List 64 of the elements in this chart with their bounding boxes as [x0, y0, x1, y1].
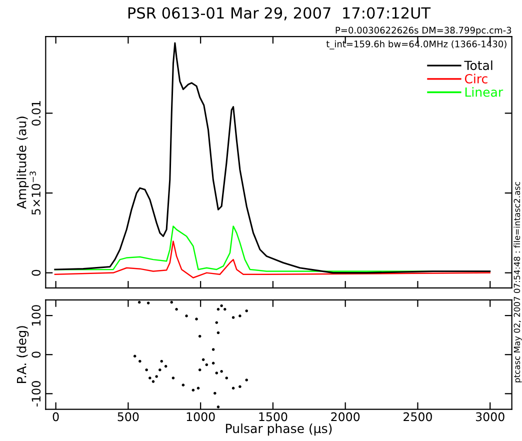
point — [238, 385, 242, 388]
point — [152, 380, 155, 383]
y-tick-label: 0 — [32, 270, 41, 276]
point — [198, 334, 202, 338]
point — [170, 300, 174, 304]
legend-label: Circ — [464, 74, 488, 84]
point — [238, 314, 242, 318]
point — [216, 406, 220, 408]
point — [224, 308, 226, 311]
point — [160, 360, 164, 363]
point — [214, 392, 216, 395]
legend-label: Linear — [465, 87, 504, 97]
x-tick-label: 0 — [52, 412, 59, 422]
annotation: t_int=159.6h bw=64.0MHz (1366-1430) — [326, 40, 506, 50]
x-tick-label: 3000 — [476, 412, 504, 422]
point — [192, 388, 195, 392]
point — [195, 318, 198, 320]
point — [212, 362, 215, 365]
x-tick-label: 1000 — [186, 412, 215, 422]
chart-title: PSR 0613-01 Mar 29, 2007 17:07:12UT — [128, 7, 431, 20]
text: P=0.0030622626s DM=38.799pc.cm-3 — [336, 26, 512, 36]
point — [215, 372, 218, 374]
x-tick-label: 1500 — [259, 412, 288, 422]
y-tick-label: 5×10$^{−3}$ — [30, 172, 41, 215]
point — [138, 360, 142, 363]
y-axis-title: P.A. (deg) — [16, 326, 29, 383]
point — [225, 376, 228, 380]
x-tick-label: 500 — [118, 412, 139, 422]
y-tick-label: 100 — [32, 305, 41, 326]
point — [232, 386, 235, 390]
point — [172, 376, 175, 380]
point — [220, 304, 223, 308]
legend-label: Total — [464, 60, 492, 70]
y-tick-label: 0 — [32, 352, 41, 358]
line-series — [54, 240, 490, 278]
point — [175, 308, 178, 311]
point — [148, 376, 152, 380]
point — [245, 309, 248, 312]
point — [215, 321, 218, 324]
point — [138, 300, 141, 304]
point — [202, 358, 205, 362]
y-tick-label: 0.01 — [32, 101, 41, 126]
y-axis-title: Amplitude (au) — [16, 116, 29, 209]
x-axis-title: Pulsar phase (μs) — [226, 423, 332, 436]
point — [185, 314, 188, 318]
point — [212, 348, 215, 351]
point — [164, 364, 168, 368]
x-tick-label: 2500 — [404, 412, 432, 422]
x-tick-label: 2000 — [331, 412, 360, 422]
point — [155, 375, 158, 378]
point — [245, 378, 248, 382]
point — [145, 368, 148, 372]
point — [133, 354, 136, 358]
point — [205, 363, 208, 366]
point — [216, 308, 220, 311]
point — [220, 370, 223, 373]
point — [146, 302, 150, 304]
point — [232, 316, 235, 319]
point — [182, 384, 185, 386]
point — [198, 368, 202, 372]
point — [196, 386, 200, 390]
text: ptcasc May 02, 2007 07:54:48 : file=intasc2.asc — [514, 182, 522, 382]
y-tick-label: -100 — [32, 381, 41, 406]
point — [158, 368, 162, 372]
